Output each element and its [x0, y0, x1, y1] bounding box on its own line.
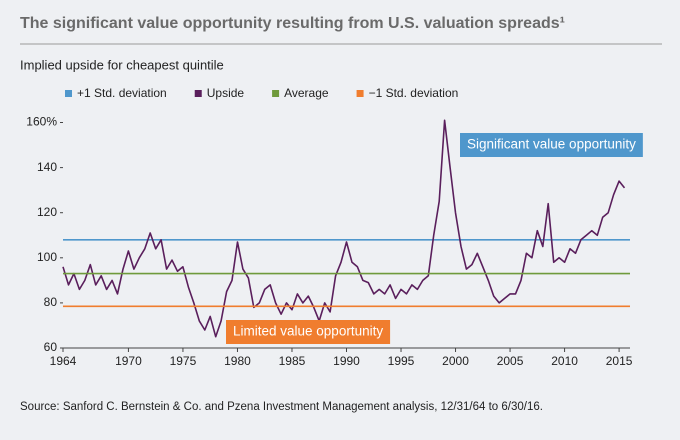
y-tick-label: 160% [26, 115, 57, 129]
chart-title: The significant value opportunity result… [20, 15, 565, 32]
data-line [62, 119, 626, 338]
annotation-box [226, 320, 391, 344]
x-tick-label: 1995 [388, 354, 415, 368]
source-note: Source: Sanford C. Bernstein & Co. and P… [20, 401, 543, 413]
legend-label: Upside [207, 86, 245, 100]
x-tick-label: 1990 [333, 354, 360, 368]
x-tick-label: 2015 [606, 354, 633, 368]
x-tick-label: 2000 [442, 354, 469, 368]
annotation-text: Limited value opportunity [233, 324, 383, 339]
legend-label: Average [284, 86, 329, 100]
x-tick-label: 1980 [224, 354, 251, 368]
legend-swatch [194, 90, 202, 97]
y-tick-label: 60 [44, 340, 58, 354]
x-tick-label: 2005 [497, 354, 524, 368]
y-tick-label: 80 [44, 295, 58, 309]
legend-label: −1 Std. deviation [369, 86, 459, 100]
x-tick-label: 1964 [50, 354, 77, 368]
y-tick-label: 120 [37, 205, 57, 219]
legend-swatch [356, 90, 364, 97]
legend-swatch [272, 90, 280, 97]
y-tick-label: 100 [37, 250, 57, 264]
x-tick-label: 1970 [115, 354, 142, 368]
legend-label: +1 Std. deviation [77, 86, 167, 100]
y-tick-label: 140 [37, 160, 57, 174]
annotation-box [460, 133, 643, 157]
subtitle: Implied upside for cheapest quintile [20, 57, 224, 72]
legend-swatch [65, 90, 72, 97]
x-tick-label: 2010 [551, 354, 578, 368]
x-tick-label: 1985 [279, 354, 306, 368]
x-tick-label: 1975 [170, 354, 197, 368]
annotation-text: Significant value opportunity [467, 137, 636, 152]
